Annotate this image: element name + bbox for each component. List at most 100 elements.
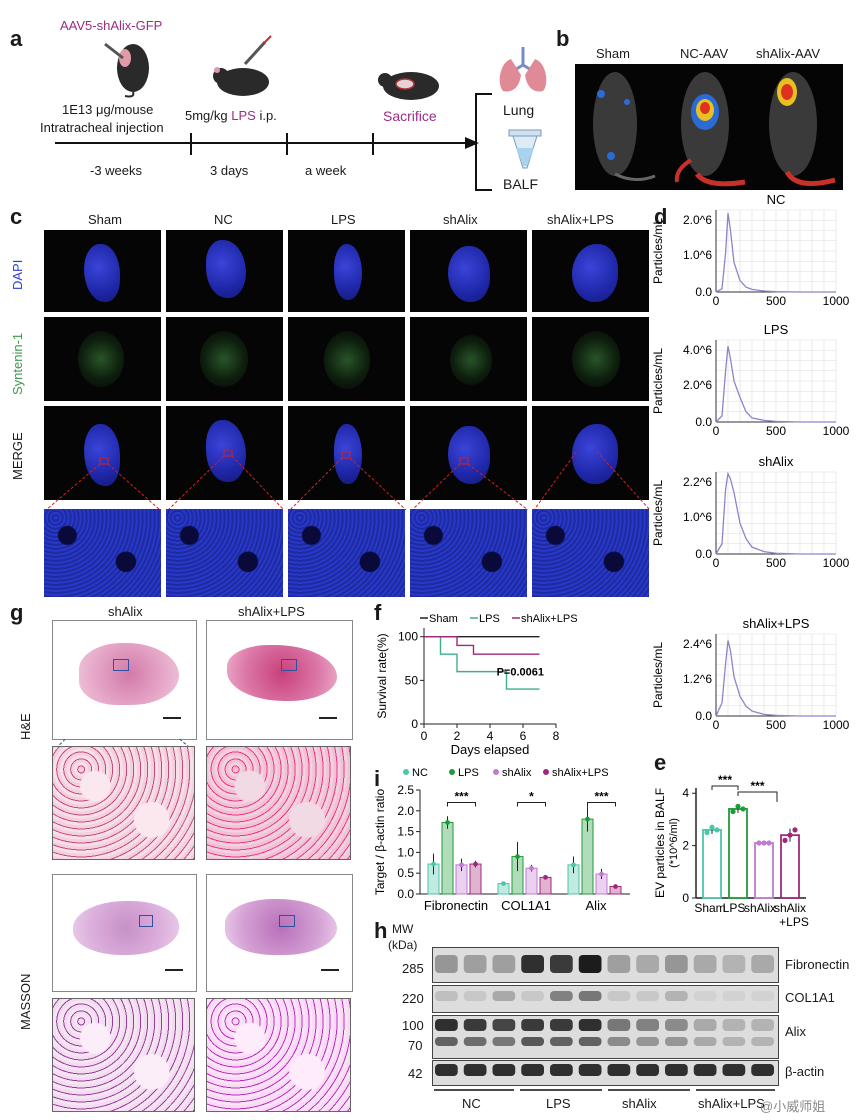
nta-y-axis-label: Particles/mL	[651, 480, 665, 546]
ev-data-point	[735, 803, 741, 809]
balf-tube-icon	[508, 129, 542, 169]
panel-letter-f: f	[374, 600, 382, 625]
ratio-bar	[539, 876, 552, 895]
blot-band	[435, 991, 458, 1001]
masson-whole-lung-image	[206, 874, 353, 992]
blot-band	[521, 1037, 544, 1046]
panel-letter-b: b	[556, 26, 570, 51]
ratio-data-point	[613, 884, 618, 889]
survival-series-line	[424, 636, 540, 690]
blot-band	[722, 955, 746, 973]
ratio-y-axis-label: Target / β-actin ratio	[373, 789, 387, 896]
nta-y-tick-label: 2.0^6	[683, 378, 712, 392]
syntenin-image	[532, 317, 649, 401]
ev-category-label: LPS	[723, 901, 746, 915]
nta-series-line	[715, 346, 836, 423]
nta-y-axis-label: Particles/mL	[651, 642, 665, 708]
nta-size-distribution-charts: NC 0.0 1.0^6 2.0^6 0 500 1000 Particles/mL LPS 0.…	[651, 192, 850, 730]
panel-letter-c: c	[10, 204, 23, 229]
group-label-nc: NC	[462, 1096, 481, 1111]
ratio-data-point	[599, 871, 604, 877]
nta-x-tick-label: 500	[766, 424, 786, 438]
syntenin-image	[166, 317, 283, 401]
blot-band	[722, 991, 746, 1001]
row-label-syntenin: Syntenin-1	[10, 332, 25, 395]
column-label-shalix-lps: shAlix+LPS	[547, 212, 614, 227]
syntenin-image	[288, 317, 405, 401]
ev-data-point	[792, 827, 798, 833]
ratio-category-label: Fibronectin	[424, 898, 488, 913]
blot-band	[550, 1037, 573, 1046]
ev-bar	[728, 808, 748, 899]
column-label-lps: LPS	[331, 212, 356, 227]
panel-letter-d: d	[654, 204, 668, 229]
mw-label: MW	[392, 922, 414, 936]
blot-band	[578, 1037, 602, 1046]
ev-sig-label: ***	[750, 779, 764, 793]
blot-band	[578, 991, 602, 1001]
timeline	[55, 133, 479, 155]
blot-band	[751, 1019, 774, 1031]
group-label-shalix: shAlix	[622, 1096, 657, 1111]
ratio-category-label: COL1A1	[501, 898, 551, 913]
merge-zoom-tile	[410, 509, 527, 597]
ratio-y-tick-label: 0.0	[397, 887, 414, 901]
sacrifice-label: Sacrifice	[383, 108, 437, 124]
blot-band	[636, 991, 659, 1001]
ev-bar	[702, 829, 722, 899]
nta-y-tick-label: 0.0	[695, 547, 712, 561]
survival-x-axis-label: Days elapsed	[451, 742, 530, 757]
column-label-sham: Sham	[88, 212, 122, 227]
survival-x-tick-label: 4	[487, 729, 494, 743]
blot-band	[550, 955, 573, 973]
blot-band	[463, 991, 487, 1001]
blot-band	[550, 991, 573, 1001]
ev-bar	[754, 842, 774, 899]
blot-band	[492, 1037, 516, 1046]
ratio-data-point	[431, 861, 436, 867]
western-quantification-bar-chart: 0.0 0.5 1.0 1.5 2.0 2.5 Target / β-actin ratio…	[373, 767, 630, 913]
row-label-masson: MASSON	[18, 973, 33, 1030]
survival-x-tick-label: 0	[421, 729, 428, 743]
dapi-image	[532, 230, 649, 312]
nta-y-axis-label: Particles/mL	[651, 348, 665, 414]
blot-band	[463, 1064, 487, 1076]
survival-x-tick-label: 8	[553, 729, 560, 743]
ratio-bar	[525, 867, 538, 895]
ratio-y-tick-label: 0.5	[397, 866, 414, 880]
blot-band	[492, 1019, 516, 1031]
imaging-label-nc-aav: NC-AAV	[680, 46, 729, 61]
blot-band	[722, 1064, 746, 1076]
ratio-bar	[469, 863, 482, 895]
blot-band	[693, 991, 717, 1001]
ev-data-point	[704, 829, 710, 836]
ratio-data-point	[501, 881, 506, 886]
imaging-label-shalix-aav: shAlix-AAV	[756, 46, 821, 61]
blot-band	[492, 991, 516, 1001]
ev-data-point	[714, 827, 720, 833]
nta-y-tick-label: 2.4^6	[683, 637, 712, 651]
timeline-label-3: a week	[305, 163, 347, 178]
survival-curve-chart: 0 50 100 0 2 4 6 8 Days elapsed Survival rate(%) P…	[375, 613, 578, 757]
panel-letter-a: a	[10, 26, 23, 51]
dapi-image	[288, 230, 405, 312]
nta-x-tick-label: 1000	[823, 424, 850, 438]
marker-220: 220	[402, 991, 424, 1006]
ratio-legend-swatch	[493, 769, 499, 775]
he-zoom-lines	[52, 738, 196, 752]
blot-band	[435, 955, 458, 973]
row-label-dapi: DAPI	[10, 259, 25, 290]
ratio-legend-label: NC	[412, 767, 428, 779]
blot-band	[435, 1019, 458, 1031]
ratio-data-point	[515, 854, 520, 859]
mouse-lps-injection-icon	[213, 35, 272, 96]
ratio-legend-swatch	[449, 769, 455, 775]
blot-band	[521, 991, 544, 1001]
dose-label: 1E13 μg/mouse	[62, 102, 154, 117]
nta-x-tick-label: 500	[766, 556, 786, 570]
row-label-he: H&E	[18, 713, 33, 740]
ratio-sig-bracket	[587, 801, 616, 807]
blot-band	[607, 991, 631, 1001]
masson-whole-lung-image	[52, 874, 197, 992]
ratio-bar	[441, 821, 454, 895]
